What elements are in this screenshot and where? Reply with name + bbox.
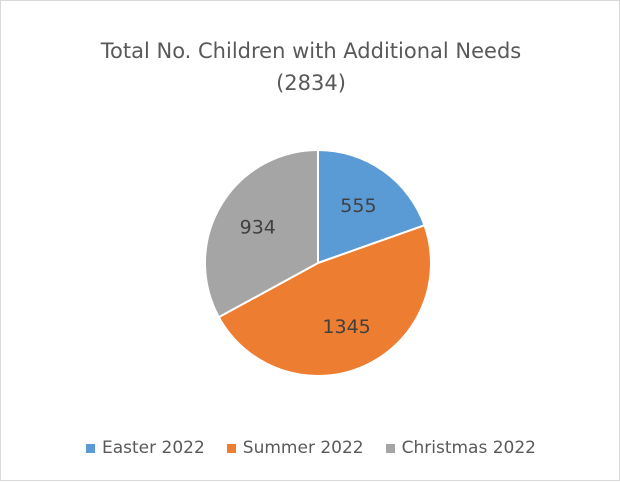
legend-swatch-easter [86,443,95,453]
chart-title: Total No. Children with Additional Needs [100,39,522,63]
legend-label-christmas: Christmas 2022 [401,438,536,458]
data-label-christmas: 934 [240,216,276,238]
data-label-easter: 555 [340,195,376,217]
legend-label-summer: Summer 2022 [242,438,364,458]
chart-title-block: Total No. Children with Additional Needs… [1,35,620,99]
pie-slice-christmas [204,148,319,319]
chart-subtitle: (2834) [276,71,346,95]
legend-item-easter: Easter 2022 [86,438,205,458]
legend: Easter 2022 Summer 2022 Christmas 2022 [1,438,620,458]
pie-slice-summer [217,224,432,377]
pie-slice-easter [317,148,426,265]
legend-item-christmas: Christmas 2022 [385,438,536,458]
legend-label-easter: Easter 2022 [102,438,205,458]
legend-swatch-summer [226,443,236,453]
data-label-summer: 1345 [322,316,370,338]
legend-swatch-christmas [385,443,395,453]
legend-item-summer: Summer 2022 [226,438,364,458]
